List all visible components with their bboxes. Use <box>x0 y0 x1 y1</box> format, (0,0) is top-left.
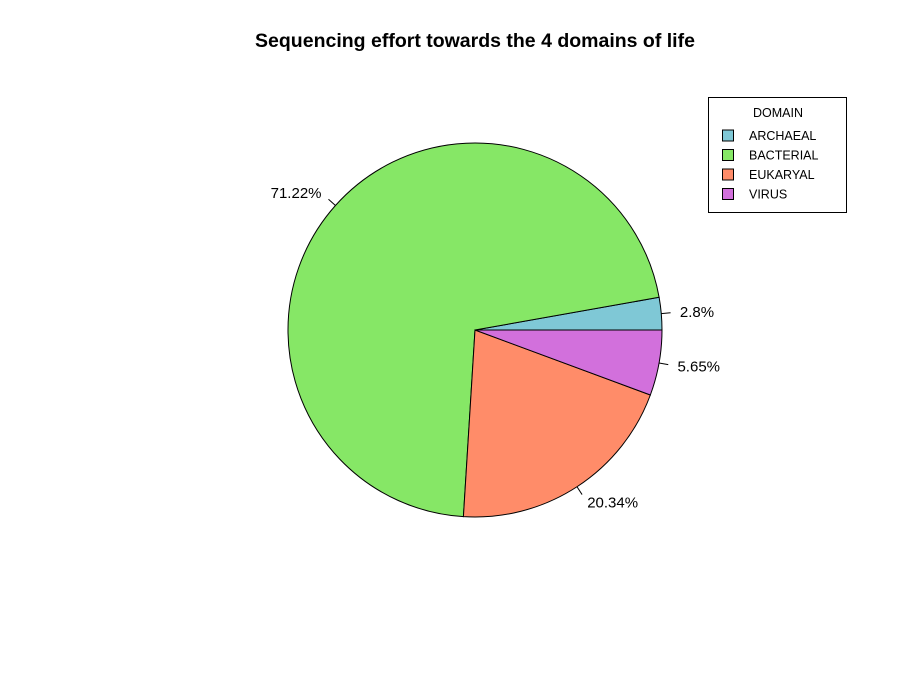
legend-swatch-archaeal <box>722 129 734 142</box>
legend-label-archaeal: ARCHAEAL <box>749 129 816 143</box>
legend-swatch-bacterial <box>722 149 734 161</box>
slice-label-eukaryal: 20.34% <box>587 494 638 511</box>
label-tick-virus <box>658 362 669 366</box>
legend-swatch-eukaryal <box>722 168 734 181</box>
label-tick-eukaryal <box>576 486 583 495</box>
legend-label-eukaryal: EUKARYAL <box>749 168 815 182</box>
legend-label-bacterial: BACTERIAL <box>749 149 819 163</box>
pie-slice-virus <box>474 329 663 396</box>
pie-slice-eukaryal <box>462 329 651 518</box>
legend-label-virus: VIRUS <box>749 188 787 202</box>
slice-labels: 2.8% 71.22% 20.34% 5.65% <box>271 185 720 511</box>
legend-title: DOMAIN <box>753 106 803 120</box>
legend-swatch-virus <box>722 188 734 200</box>
legend-items: ARCHAEAL BACTERIAL EUKARYAL VIRUS <box>722 129 819 202</box>
chart-title: Sequencing effort towards the 4 domains … <box>255 30 695 52</box>
pie-slices <box>287 142 663 518</box>
slice-label-archaeal: 2.8% <box>680 304 714 321</box>
slice-label-bacterial: 71.22% <box>271 185 322 202</box>
label-tick-bacterial <box>328 198 336 206</box>
legend: DOMAIN ARCHAEAL BACTERIAL EUKARYAL VIRUS <box>708 97 847 213</box>
label-tick-archaeal <box>661 312 671 315</box>
slice-label-virus: 5.65% <box>677 358 720 375</box>
